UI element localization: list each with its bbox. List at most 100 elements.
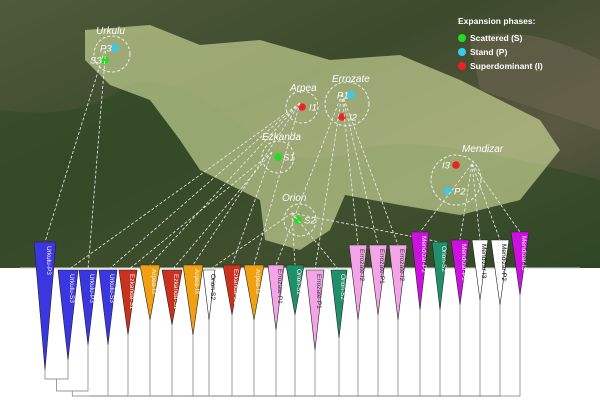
point-label: P2 (454, 187, 466, 198)
tree-branch (71, 345, 109, 397)
point-label: I2 (349, 113, 358, 124)
leaf-label: Ezkanda-S1 (232, 269, 239, 305)
tree-branch (44, 360, 69, 380)
leaf-triangle (348, 244, 368, 321)
leaf-label: Arpea-I3 (254, 269, 261, 294)
leaf-triangle (450, 239, 470, 306)
leaf-triangle (57, 269, 79, 361)
tree-branch (479, 295, 521, 397)
link-line (67, 102, 301, 271)
leaf-triangle (431, 241, 449, 311)
leaf-triangle (267, 264, 285, 331)
leaf-label: Orion-S2 (295, 269, 302, 295)
phase-point (274, 153, 282, 161)
leaf-label: Mendizar-P2 (500, 244, 507, 281)
leaf-label: Ezkanda-S1 (172, 274, 179, 310)
tree-branch (254, 315, 296, 397)
tree-branch (56, 345, 89, 392)
leaf-triangle (182, 264, 204, 336)
leaf-triangle (410, 231, 430, 311)
legend-label: Scattered (S) (470, 33, 523, 43)
site-label: Mendizar (462, 144, 504, 155)
ridge (470, 33, 600, 131)
link-line (459, 163, 473, 241)
leaf-triangle (285, 264, 305, 316)
point-label: S3 (90, 56, 102, 67)
tree-branch (109, 320, 151, 397)
leaf-label: Orion-S2 (440, 246, 447, 272)
link-line (44, 45, 107, 243)
link-line (341, 93, 379, 246)
leaf-label: Urkulu-S3 (68, 274, 75, 303)
leaf-triangle (222, 264, 242, 316)
point-label: S1 (283, 153, 295, 164)
link-line (275, 93, 343, 266)
leaf-triangle (388, 244, 408, 321)
legend: Expansion phases: Scattered (S) Stand (P)… (458, 16, 543, 71)
leaf-triangle (202, 269, 216, 321)
site-label: Urkulu (96, 26, 125, 37)
phase-point (452, 161, 460, 169)
leaf-label: Arpea-I3 (193, 269, 200, 294)
link-line (341, 93, 399, 246)
tree-branch (211, 320, 255, 397)
leaf-triangle (368, 244, 388, 316)
leaf-label: Errozate-P1 (276, 269, 283, 304)
point-label: I3 (442, 161, 451, 172)
legend-dot (458, 34, 466, 42)
tree-branch (377, 310, 421, 397)
link-line (87, 45, 107, 271)
leaf-triangle (139, 264, 161, 321)
point-label: I1 (309, 103, 317, 114)
leaf-label: Errozate-I2 (398, 249, 405, 282)
point-label: P3 (100, 44, 112, 55)
legend-label: Stand (P) (470, 47, 507, 57)
phase-point (347, 91, 355, 99)
grassland-overlay (85, 25, 560, 250)
tree-branch (90, 335, 129, 397)
site-label: Ezkanda (262, 132, 301, 143)
leaf-label: Arpea-I3 (150, 269, 157, 294)
leaf-label: Errozate-P1 (315, 274, 322, 309)
link-line (192, 102, 301, 266)
dendrogram: Urkulu-P3 Urkulu-S3 Urkulu-P3 Urkulu-S3 Ezka… (33, 231, 530, 397)
leaf-label: Mendizar-P2 (460, 244, 467, 281)
phase-point (111, 44, 119, 52)
leaf-label: Urkulu-S3 (108, 274, 115, 303)
link-line (208, 212, 293, 271)
link-line (107, 102, 301, 271)
leaf-triangle (161, 269, 183, 326)
leaf-label: Errozate-I2 (358, 249, 365, 282)
leaf-label: Orion-S2 (209, 274, 216, 300)
leaf-triangle (330, 269, 348, 339)
sampling-circles (93, 35, 482, 237)
link-line (471, 163, 521, 233)
tree-branch (190, 315, 233, 397)
link-line (341, 93, 359, 246)
legend-dot (458, 48, 466, 56)
phase-point (298, 103, 306, 111)
legend-label: Superdominant (I) (470, 61, 543, 71)
legend-title: Expansion phases: (458, 16, 536, 26)
leaf-triangle (471, 239, 489, 301)
site-label: Arpea (289, 83, 317, 94)
leaf-label: Errozate-P1 (378, 249, 385, 284)
leaf-label: Urkulu-P3 (45, 246, 52, 275)
leaf-triangle (118, 269, 138, 336)
tree-branch (316, 320, 359, 397)
leaf-triangle (243, 264, 265, 321)
site-label: Errozate (332, 74, 370, 85)
leaf-triangle (33, 241, 57, 371)
tree-branch (171, 320, 210, 397)
leaf-triangle (490, 239, 510, 306)
phase-point (101, 56, 109, 64)
site-label: Orion (282, 193, 307, 204)
leaf-triangle (305, 269, 325, 351)
leaf-label: Ezkanda-S1 (128, 274, 135, 310)
leaf-label: Orion-S2 (339, 274, 346, 300)
link-line (171, 151, 273, 271)
link-line (149, 102, 301, 266)
leaf-label: Mendizar-I3 (520, 236, 527, 271)
leaf-label: Mendizar-P2 (420, 236, 427, 273)
